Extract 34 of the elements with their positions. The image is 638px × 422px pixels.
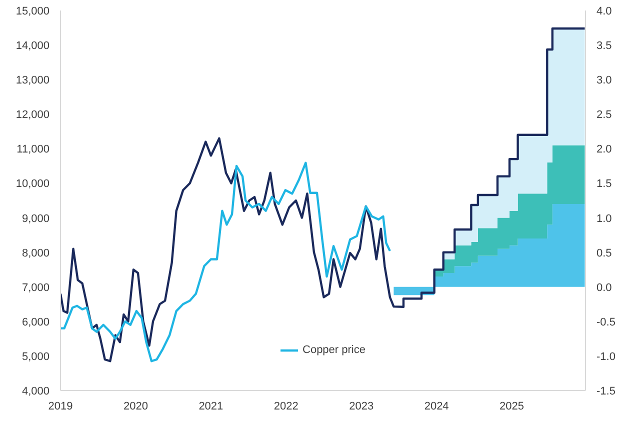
y2-tick-label: 1.5 [596,178,612,190]
x-tick-label: 2021 [198,400,224,412]
y2-tick-label: 3.0 [596,74,612,87]
y-tick-label: 15,000 [16,6,50,18]
y-tick-label: 12,000 [16,109,50,122]
y-tick-label: 11,000 [16,144,50,156]
y-tick-label: 7,000 [22,282,50,294]
y2-tick-label: -1.5 [596,386,616,398]
y-tick-label: 14,000 [16,40,50,52]
y-tick-label: 4,000 [22,386,50,398]
legend-label: Copper price [302,344,366,356]
x-tick-label: 2022 [274,400,298,412]
y-tick-label: 9,000 [22,212,50,225]
y2-tick-label: 2.0 [596,144,612,156]
y2-tick-label: 4.0 [596,6,612,18]
line-series [60,162,392,362]
y2-tick-label: -0.5 [596,316,616,328]
y-tick-label: 8,000 [22,247,50,260]
x-tick-label: 2020 [123,400,148,412]
y-tick-label: 13,000 [16,74,50,87]
y-tick-label: 10,000 [16,178,50,190]
x-tick-label: 2024 [424,400,449,412]
line-series [60,27,586,362]
y2-tick-label: 0.0 [596,282,612,294]
y-tick-label: 5,000 [22,350,50,363]
y2-tick-label: 0.5 [596,247,612,260]
y-tick-label: 6,000 [22,316,50,328]
x-tick-label: 2025 [500,400,524,412]
y2-tick-label: -1.0 [596,350,616,363]
x-tick-label: 2019 [48,400,73,412]
x-tick-label: 2023 [349,400,374,412]
y2-tick-label: 2.5 [596,109,612,122]
y2-tick-label: 3.5 [596,40,612,52]
y2-tick-label: 1.0 [596,212,612,225]
